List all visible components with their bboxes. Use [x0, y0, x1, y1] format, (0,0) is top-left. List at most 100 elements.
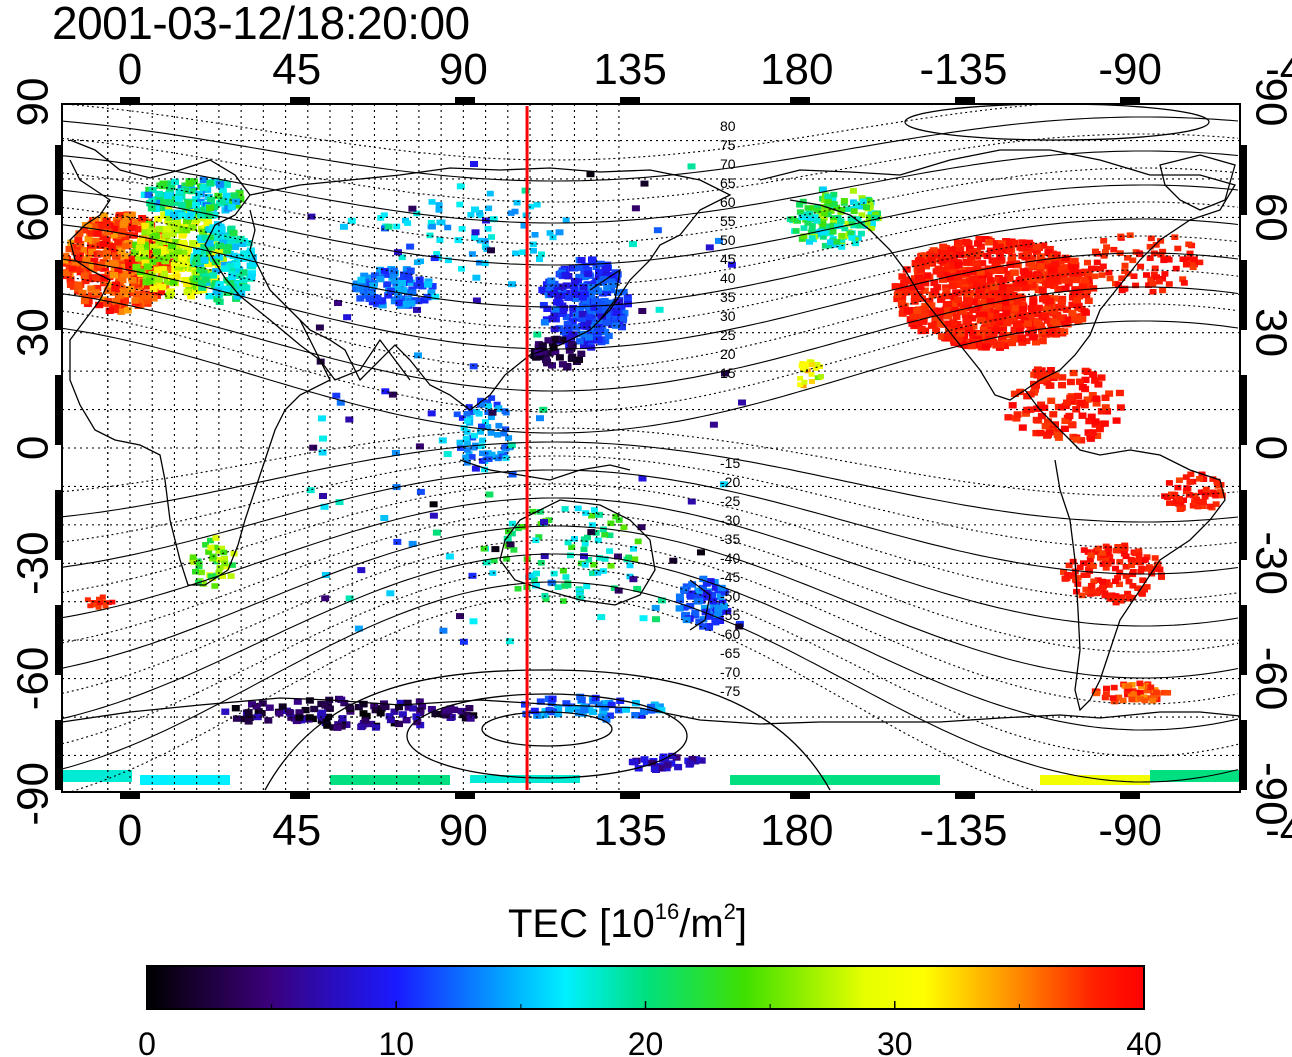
tec-sample	[393, 285, 402, 292]
tec-sample	[459, 638, 468, 645]
tec-sample	[1116, 404, 1125, 411]
tec-sample	[687, 163, 696, 170]
tec-sample	[575, 587, 583, 594]
tec-sample	[1128, 594, 1136, 601]
tec-sample	[1191, 493, 1199, 499]
tec-sample	[949, 319, 958, 326]
tec-sample	[1094, 545, 1102, 552]
tec-sample	[954, 296, 962, 303]
tec-sample	[408, 289, 417, 296]
tec-sample	[1044, 249, 1053, 256]
tec-sample	[75, 230, 84, 237]
tec-sample	[637, 524, 646, 531]
tec-sample	[100, 212, 108, 219]
tec-sample	[137, 237, 145, 245]
tec-sample	[1041, 422, 1050, 430]
tec-sample	[1097, 374, 1106, 381]
tec-sample	[511, 208, 519, 215]
tec-sample	[79, 247, 88, 254]
tec-sample	[1078, 316, 1086, 323]
colorbar-tick-label: 40	[1126, 1026, 1162, 1057]
tec-sample	[194, 206, 202, 214]
tec-sample	[1031, 277, 1040, 284]
tec-sample	[602, 319, 611, 327]
tec-sample	[1143, 272, 1150, 278]
tec-sample	[367, 720, 376, 728]
tec-sample	[584, 270, 593, 277]
tec-sample	[590, 304, 599, 311]
tec-sample	[99, 594, 106, 600]
tec-sample	[1073, 297, 1081, 304]
tec-sample	[217, 226, 226, 233]
tec-sample	[699, 584, 707, 592]
tec-sample	[992, 327, 1001, 334]
tec-sample	[963, 298, 972, 305]
tec-sample	[231, 243, 240, 251]
tec-sample	[703, 591, 712, 598]
tec-sample	[1113, 597, 1121, 604]
tec-sample	[541, 708, 550, 715]
tec-sample	[590, 507, 598, 513]
tec-sample	[1018, 305, 1027, 313]
tec-sample	[545, 350, 554, 357]
tec-sample	[987, 294, 996, 301]
tec-sample	[1200, 476, 1208, 482]
tec-sample	[1141, 557, 1149, 563]
tec-sample	[88, 248, 97, 255]
tec-sample	[625, 554, 633, 561]
tec-sample	[226, 238, 235, 245]
tec-sample	[367, 290, 376, 298]
tec-sample	[371, 724, 380, 731]
tec-sample	[1093, 259, 1101, 266]
tec-sample	[699, 623, 708, 630]
tec-sample	[555, 354, 564, 361]
tec-sample	[606, 712, 614, 719]
tec-sample	[319, 493, 327, 499]
tec-sample	[806, 239, 813, 245]
tec-sample	[608, 273, 617, 280]
tec-sample	[585, 313, 594, 321]
tec-sample	[582, 323, 591, 330]
tec-sample	[484, 424, 492, 430]
tec-sample	[485, 403, 492, 409]
tec-sample	[626, 562, 634, 569]
colorbar-tick-label: 30	[877, 1026, 913, 1057]
tec-sample	[80, 272, 89, 279]
tec-sample	[950, 305, 958, 312]
tec-sample	[414, 352, 422, 359]
tec-sample	[471, 432, 478, 439]
tec-sample	[1087, 552, 1095, 558]
tec-sample	[216, 564, 224, 571]
tec-sample	[332, 392, 341, 399]
tec-sample	[1009, 335, 1018, 342]
tec-sample	[479, 437, 487, 444]
tec-sample	[211, 583, 219, 589]
tec-sample	[919, 305, 928, 313]
tec-sample	[865, 198, 873, 204]
tec-sample	[536, 509, 544, 515]
tec-sample	[1075, 293, 1084, 300]
contour-label: -30	[720, 512, 740, 528]
tec-sample	[1209, 476, 1217, 482]
tec-sample	[478, 423, 485, 430]
tec-sample	[413, 306, 421, 313]
tec-sample	[1091, 549, 1099, 555]
tec-sample	[512, 250, 520, 257]
colorbar-title-exp2: 2	[723, 898, 736, 924]
contour-label: -20	[720, 474, 740, 490]
tec-sample	[547, 579, 556, 586]
tec-sample	[686, 602, 695, 610]
tec-sample	[819, 221, 827, 227]
tec-sample	[483, 246, 491, 252]
tec-sample	[529, 241, 537, 248]
tec-sample	[102, 603, 109, 609]
tec-sample	[161, 257, 170, 265]
tec-sample	[1038, 287, 1047, 294]
tec-sample	[481, 260, 489, 267]
tec-sample	[427, 289, 436, 296]
tec-sample	[163, 278, 172, 286]
tec-sample	[207, 196, 216, 204]
tec-sample	[1085, 417, 1094, 425]
frame-tick-top	[620, 97, 640, 104]
tec-sample	[570, 331, 579, 338]
